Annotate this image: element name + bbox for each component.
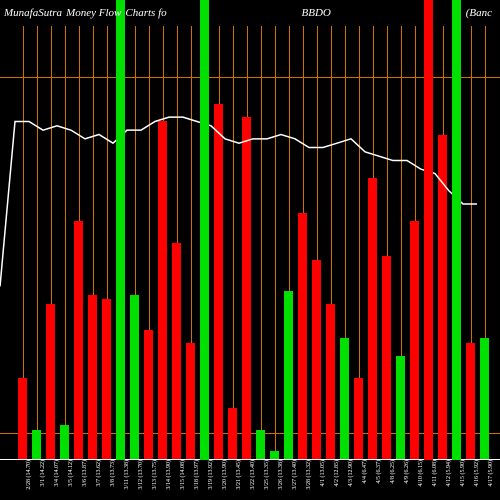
- bar: [60, 425, 69, 460]
- bar: [452, 0, 461, 460]
- chart-title: MunafaSutra Money Flow Charts fo BBDO (B…: [0, 0, 500, 26]
- gridline-vertical: [37, 26, 38, 460]
- bar: [284, 291, 293, 460]
- x-axis-label: 3/8 (13.73): [110, 460, 116, 487]
- bar: [242, 117, 251, 460]
- x-axis-label: 4/12 (5.94): [446, 460, 452, 487]
- plot-area: [0, 26, 500, 460]
- x-axis-label: 4/8 (6.25): [390, 460, 396, 484]
- bar: [368, 178, 377, 460]
- x-axis-label: 4/5 (6.37): [376, 460, 382, 484]
- bar: [116, 0, 125, 460]
- bar: [340, 338, 349, 460]
- bar: [18, 378, 27, 460]
- x-axis-label: 3/28 (13.32): [306, 460, 312, 490]
- bar: [354, 378, 363, 460]
- gridline-vertical: [65, 26, 66, 460]
- x-axis-label: 3/20 (13.90): [222, 460, 228, 490]
- x-axis-label: 3/25 (13.35): [264, 460, 270, 490]
- title-tail: (Banc: [466, 7, 492, 19]
- x-axis-label: 2/28 (14.70): [26, 460, 32, 490]
- bar: [144, 330, 153, 460]
- x-axis-label: 4/3 (12.90): [348, 460, 354, 487]
- x-axis-label: 3/7 (13.62): [96, 460, 102, 487]
- x-axis-label: 3/19 (13.92): [208, 460, 214, 490]
- x-axis-label: 3/11 (13.38): [124, 460, 130, 489]
- bar: [480, 338, 489, 460]
- bar: [382, 256, 391, 460]
- x-axis-label: 4/4 (6.47): [362, 460, 368, 484]
- bar: [200, 0, 209, 460]
- bar: [438, 135, 447, 461]
- bar: [396, 356, 405, 460]
- x-axis-label: 3/27 (13.40): [292, 460, 298, 490]
- x-axis-label: 3/1 (14.22): [40, 460, 46, 487]
- chart-container: MunafaSutra Money Flow Charts fo BBDO (B…: [0, 0, 500, 500]
- title-brand: MunafaSutra: [4, 7, 62, 19]
- price-line: [0, 117, 477, 286]
- x-axis-label: 4/1 (13.05): [320, 460, 326, 487]
- x-axis-label: 3/12 (13.70): [138, 460, 144, 490]
- gridline-vertical: [261, 26, 262, 460]
- bar: [172, 243, 181, 460]
- x-axis-label: 4/9 (6.26): [404, 460, 410, 484]
- bar: [312, 260, 321, 460]
- x-axis-label: 3/15 (14.08): [180, 460, 186, 490]
- bar: [32, 430, 41, 460]
- x-axis-label: 3/18 (13.97): [194, 460, 200, 490]
- bar: [228, 408, 237, 460]
- x-axis-label: 4/11 (6.08): [432, 460, 438, 486]
- bar: [102, 299, 111, 460]
- x-axis-label: 3/14 (13.90): [166, 460, 172, 490]
- bar: [186, 343, 195, 460]
- title-charts: Charts fo: [125, 7, 166, 19]
- bar: [298, 213, 307, 460]
- bar: [410, 221, 419, 460]
- gridline-vertical: [233, 26, 234, 460]
- x-axis-label: 4/17 (5.90): [488, 460, 494, 487]
- bar: [326, 304, 335, 460]
- bar: [466, 343, 475, 460]
- x-axis-label: 4/15 (5.90): [460, 460, 466, 487]
- bar: [74, 221, 83, 460]
- title-flow: Money Flow: [66, 7, 121, 19]
- x-axis-label: 3/5 (14.12): [68, 460, 74, 487]
- x-axis-label: 3/6 (13.87): [82, 460, 88, 487]
- x-axis-label: 4/10 (6.15): [418, 460, 424, 487]
- bar: [130, 295, 139, 460]
- gridline-vertical: [275, 26, 276, 460]
- x-axis-label: 3/26 (13.38): [278, 460, 284, 490]
- bar: [214, 104, 223, 460]
- bar: [256, 430, 265, 460]
- x-axis-label: 4/2 (12.85): [334, 460, 340, 487]
- bar: [424, 0, 433, 460]
- bar: [46, 304, 55, 460]
- x-axis-label: 4/16 (5.92): [474, 460, 480, 487]
- x-axis-labels: 2/28 (14.70) 3/1 (14.22) 3/4 (14.07) 3/5 (1…: [0, 460, 500, 500]
- x-axis-label: 3/13 (13.75): [152, 460, 158, 490]
- x-axis-label: 3/22 (13.40): [250, 460, 256, 490]
- bar: [88, 295, 97, 460]
- x-axis-label: 3/4 (14.07): [54, 460, 60, 487]
- title-symbol: BBDO: [302, 7, 331, 19]
- x-axis-label: 3/21 (13.45): [236, 460, 242, 490]
- bar: [158, 121, 167, 460]
